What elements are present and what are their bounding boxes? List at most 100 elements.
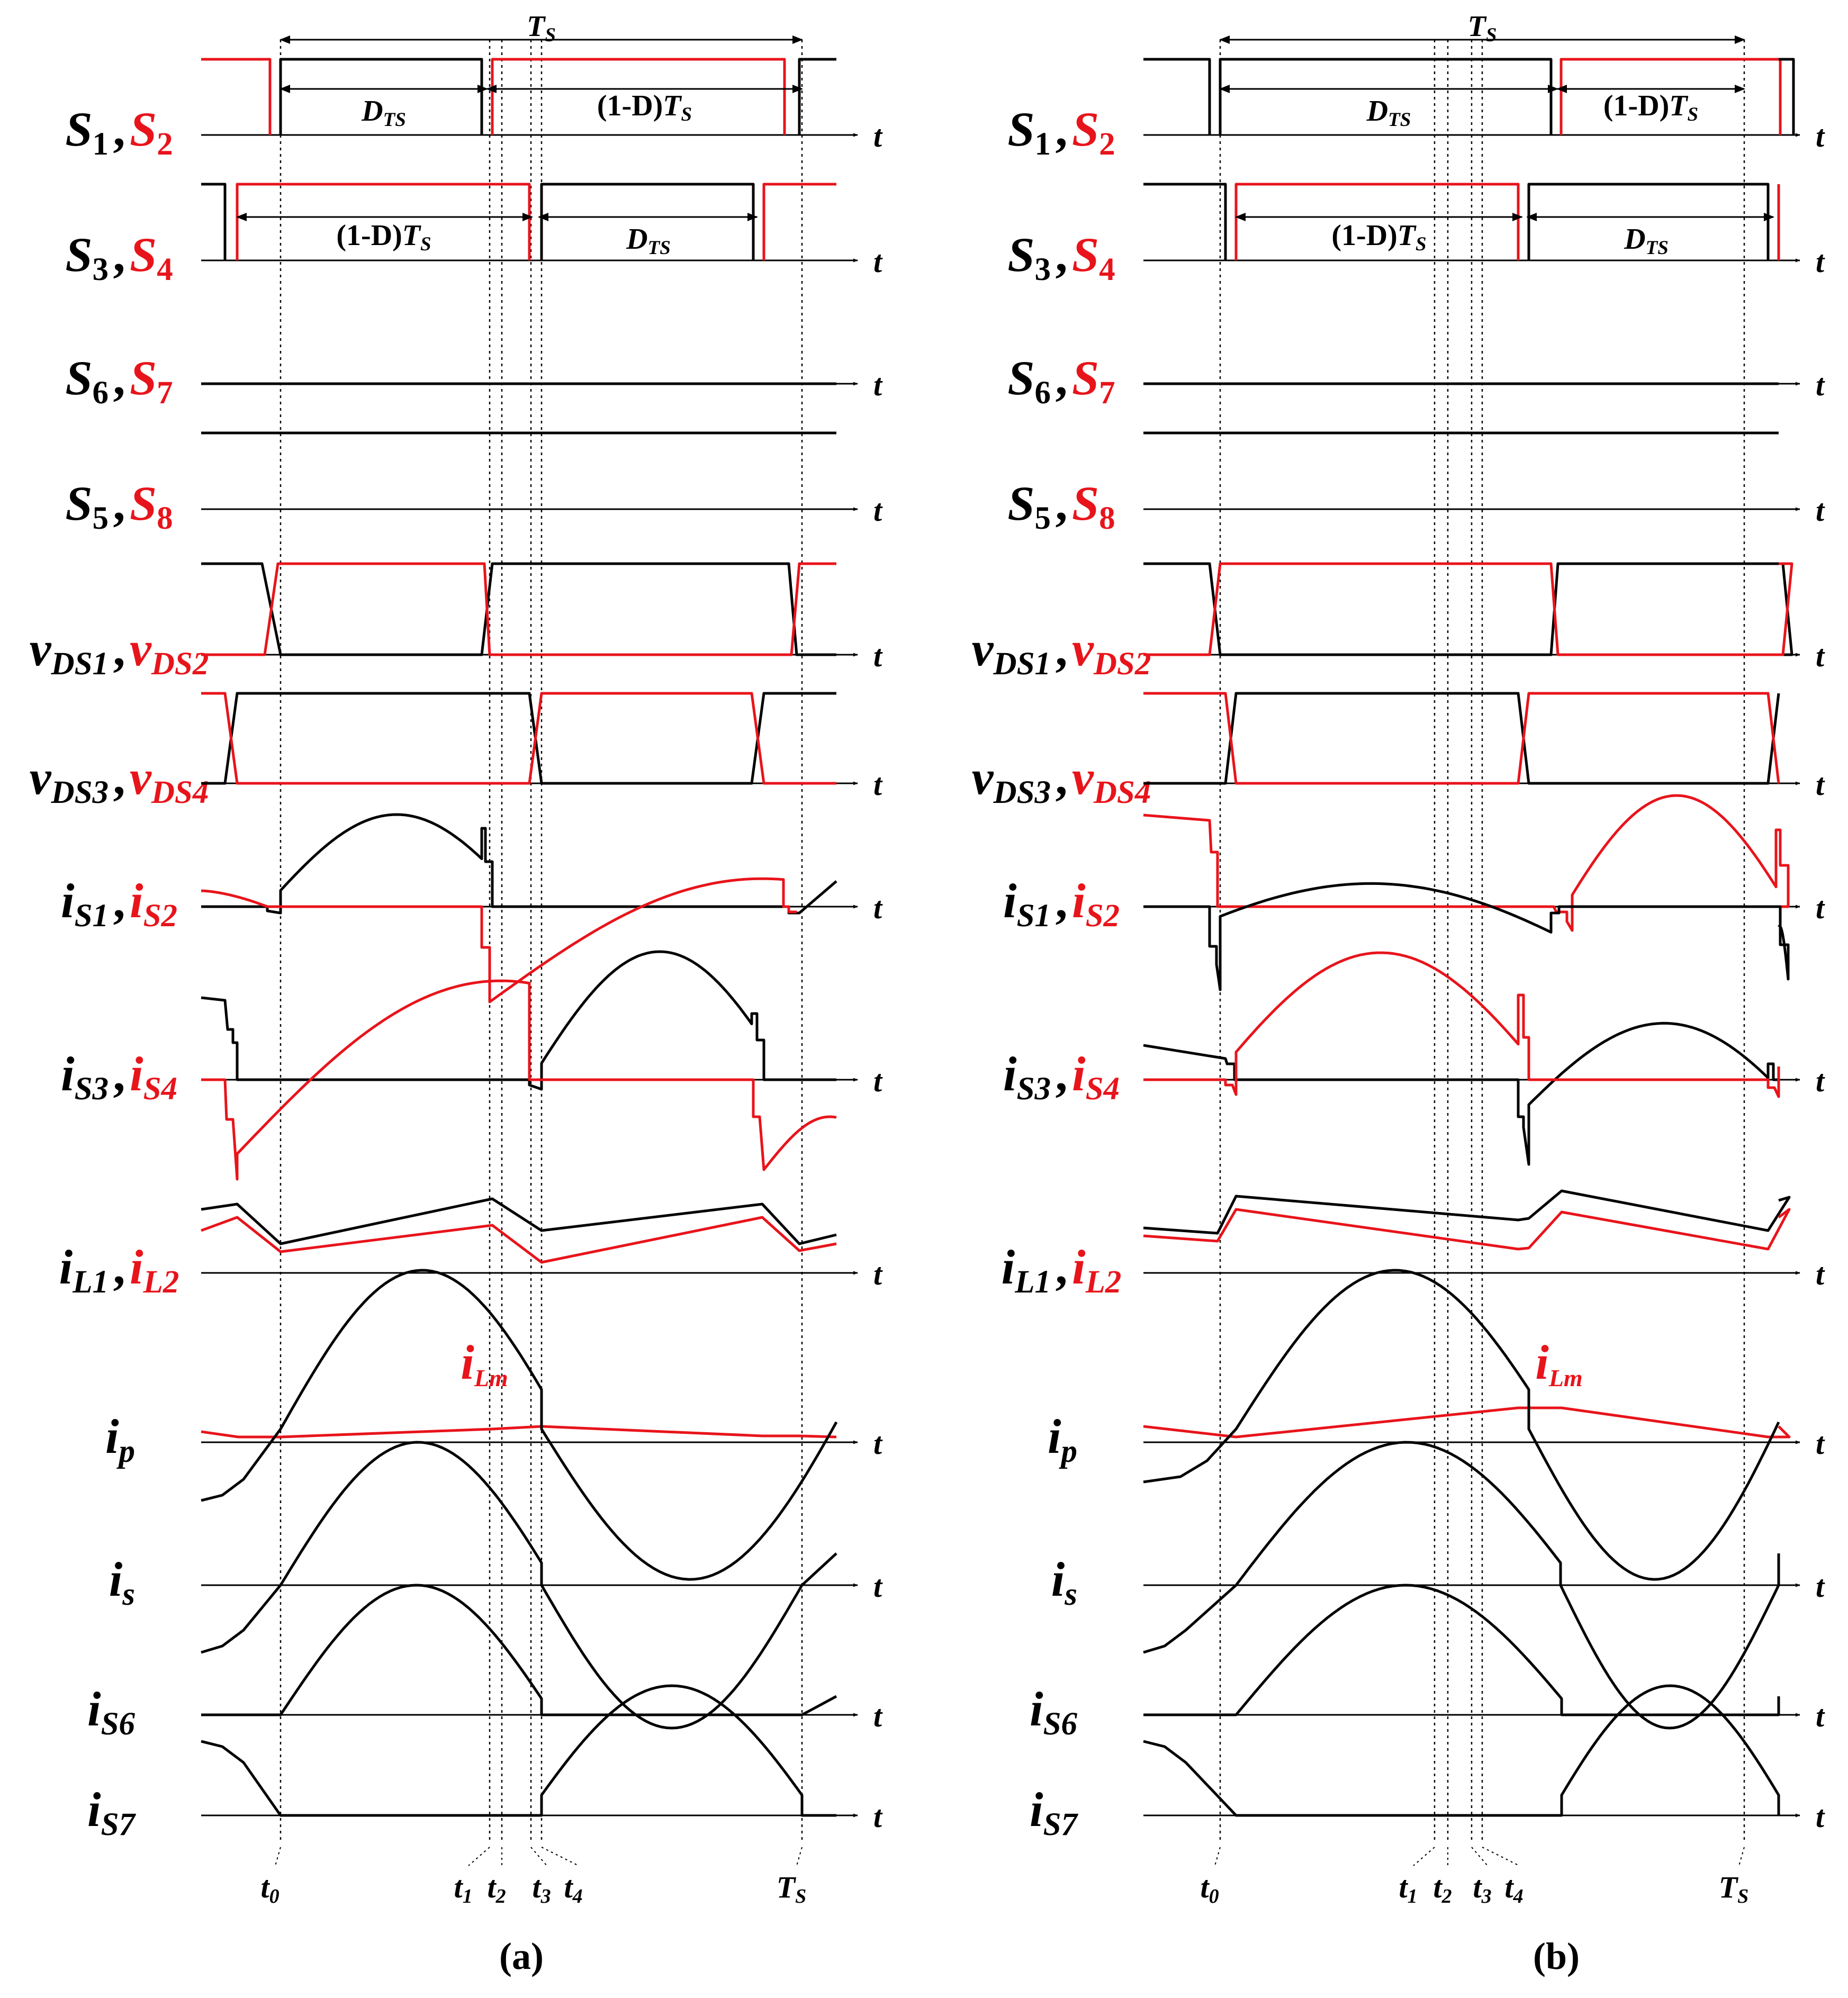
signal-name-ip: ip xyxy=(105,1409,135,1469)
signal-label-s1s2: S1, S2 xyxy=(65,102,173,162)
waveform-vds4 xyxy=(1143,692,1780,785)
signal-label-is34: iS3, iS4 xyxy=(61,1047,177,1107)
signal-label-s6s7: S6, S7 xyxy=(1007,351,1115,411)
time-mark-leader xyxy=(1471,1847,1488,1866)
signal-name-iS6: iS6 xyxy=(87,1682,135,1742)
signal-name-S6: S6 xyxy=(1007,351,1051,411)
time-mark-t4: t4 xyxy=(564,1870,582,1907)
signal-label-is7: iS7 xyxy=(1030,1783,1078,1842)
time-mark-t4: t4 xyxy=(1504,1870,1523,1907)
signal-label-is6: iS6 xyxy=(1030,1682,1077,1742)
signal-label-s3s4: S3, S4 xyxy=(65,228,173,287)
signal-name-S5: S5 xyxy=(65,476,109,536)
waveform-is1 xyxy=(1143,882,1790,991)
signal-label-vds12: vDS1, vDS2 xyxy=(972,622,1151,682)
time-mark-t3: t3 xyxy=(1473,1870,1491,1907)
waveform-is1 xyxy=(201,813,837,915)
time-mark-leader xyxy=(530,1847,547,1866)
waveform-vds4 xyxy=(201,692,836,785)
duty-on-label: DTS xyxy=(361,95,406,131)
signal-name-iS7: iS7 xyxy=(87,1783,136,1842)
signal-name-is: is xyxy=(1051,1552,1077,1612)
signal-name-S5: S5 xyxy=(1007,476,1051,536)
label-comma: , xyxy=(113,102,125,156)
axis-t-label: t xyxy=(873,245,883,279)
waveform-is2 xyxy=(201,877,797,1003)
label-comma: , xyxy=(1056,1240,1068,1294)
axis-t-label: t xyxy=(873,493,883,528)
signal-name-S4: S4 xyxy=(1072,228,1115,287)
signal-name-S8: S8 xyxy=(1072,476,1115,536)
signal-label-s3s4: S3, S4 xyxy=(1007,228,1115,287)
signal-name-iS6: iS6 xyxy=(1030,1682,1077,1742)
signal-name-vDS1: vDS1 xyxy=(972,622,1051,682)
label-comma: , xyxy=(1056,102,1068,156)
signal-label-vds12: vDS1, vDS2 xyxy=(30,622,209,682)
signal-label-il12: iL1, iL2 xyxy=(59,1240,179,1300)
axis-t-label: t xyxy=(873,1257,883,1291)
waveform-is7 xyxy=(1143,1684,1780,1817)
signal-label-is34: iS3, iS4 xyxy=(1003,1047,1120,1107)
signal-name-iS4: iS4 xyxy=(130,1047,177,1107)
waveform-is6 xyxy=(1143,1584,1780,1716)
waveform-s3 xyxy=(201,183,227,260)
waveform-is2 xyxy=(1143,794,1790,932)
waveform-il1 xyxy=(201,1197,837,1245)
signal-name-S8: S8 xyxy=(130,476,173,536)
signal-name-iL2: iL2 xyxy=(1072,1240,1121,1300)
signal-name-vDS1: vDS1 xyxy=(30,622,109,682)
time-mark-leader xyxy=(1413,1847,1435,1866)
signal-name-S3: S3 xyxy=(1007,228,1051,287)
time-mark-leader xyxy=(1738,1847,1745,1866)
label-comma: , xyxy=(113,1240,125,1294)
signal-label-is12: iS1, iS2 xyxy=(61,874,177,934)
label-comma: , xyxy=(1056,351,1068,405)
signal-label-vds34: vDS3, vDS4 xyxy=(30,751,209,810)
label-comma: , xyxy=(113,1047,125,1101)
axis-t-label: t xyxy=(873,1426,883,1461)
signal-label-is6: iS6 xyxy=(87,1682,135,1742)
label-comma: , xyxy=(113,751,125,804)
signal-name-S6: S6 xyxy=(65,351,109,411)
waveform-s1 xyxy=(798,58,836,135)
label-comma: , xyxy=(113,228,125,282)
signal-name-S4: S4 xyxy=(130,228,173,287)
signal-name-iL1: iL1 xyxy=(1002,1240,1051,1300)
signal-name-iS1: iS1 xyxy=(61,874,109,934)
axis-t-label: t xyxy=(1816,1064,1825,1098)
label-comma: , xyxy=(1056,874,1068,928)
panel-caption: (a) xyxy=(499,1935,544,1977)
ilm-label: iLm xyxy=(461,1335,508,1391)
axis-t-label: t xyxy=(1816,119,1825,153)
signal-name-iS1: iS1 xyxy=(1003,874,1051,934)
waveform-s2 xyxy=(1559,58,1782,135)
signal-name-iS3: iS3 xyxy=(61,1047,109,1107)
label-comma: , xyxy=(1056,228,1068,282)
waveform-vds2 xyxy=(1143,562,1793,656)
time-mark-t0: t0 xyxy=(1200,1870,1219,1907)
label-comma: , xyxy=(113,476,125,530)
duty-off-label: (1-D)TS xyxy=(1603,89,1698,125)
duty-on-label: DTS xyxy=(626,223,671,259)
time-mark-t1: t1 xyxy=(1399,1870,1417,1907)
waveform-il2 xyxy=(1143,1208,1791,1251)
time-mark-t3: t3 xyxy=(532,1870,551,1907)
signal-name-vDS4: vDS4 xyxy=(130,751,209,810)
signal-name-vDS2: vDS2 xyxy=(1072,622,1151,682)
axis-t-label: t xyxy=(873,1699,883,1733)
waveform-is4 xyxy=(201,979,837,1181)
ilm-label: iLm xyxy=(1535,1335,1582,1391)
waveform-is7 xyxy=(201,1684,836,1817)
waveform-s4 xyxy=(236,183,531,260)
signal-name-vDS3: vDS3 xyxy=(972,751,1051,810)
signal-label-is: is xyxy=(1051,1552,1077,1612)
waveform-ilm xyxy=(201,1425,837,1439)
label-comma: , xyxy=(113,622,125,676)
waveform-is6 xyxy=(201,1584,837,1716)
waveform-vds3 xyxy=(1143,692,1780,785)
signal-name-vDS4: vDS4 xyxy=(1072,751,1151,810)
time-mark-leader xyxy=(796,1847,803,1866)
signal-name-ip: ip xyxy=(1048,1409,1077,1469)
time-mark-leader xyxy=(1214,1847,1221,1866)
